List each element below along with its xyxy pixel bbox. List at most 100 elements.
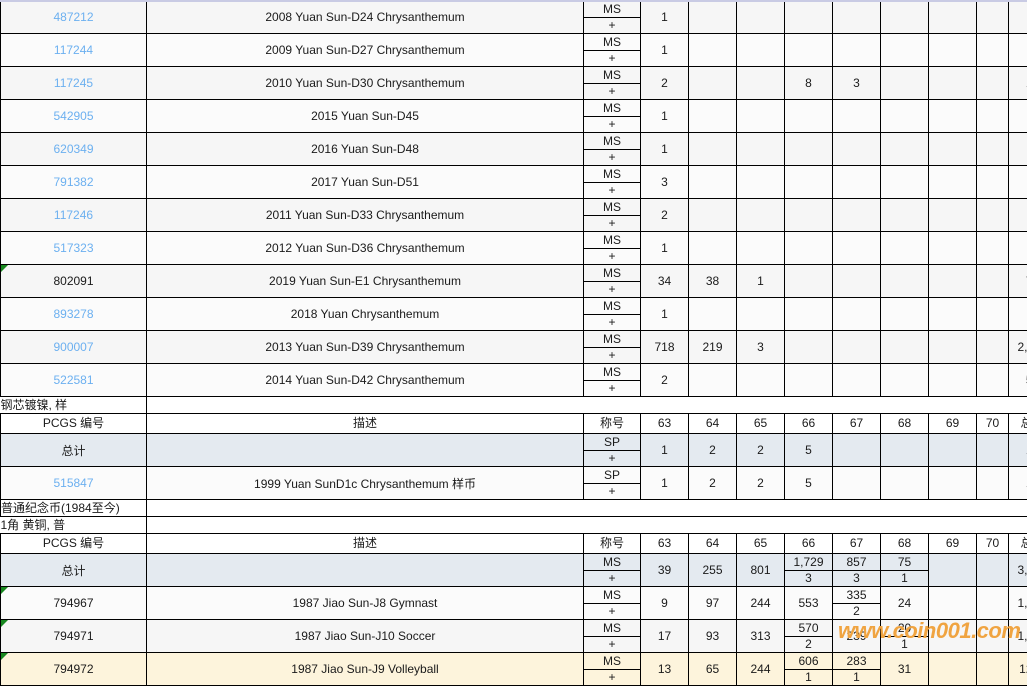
pcgs-number-link[interactable]: 515847: [53, 476, 93, 490]
grade-count-68: [881, 34, 929, 67]
description-cell: 2018 Yuan Chrysanthemum: [147, 298, 584, 331]
grade-designation-cell: MS+: [584, 364, 641, 397]
grade-label-primary: MS: [584, 68, 640, 84]
header-63: 63: [641, 534, 689, 554]
pcgs-number-cell[interactable]: 522581: [1, 364, 147, 397]
grade-count-64: [689, 133, 737, 166]
pcgs-number-cell[interactable]: 总计: [1, 434, 147, 467]
pcgs-number-link[interactable]: 522581: [53, 373, 93, 387]
header-total: 总计: [1009, 534, 1027, 554]
pcgs-number-cell[interactable]: 794967: [1, 587, 147, 620]
grade-count-65: [737, 166, 785, 199]
grade-count-63: 2: [641, 67, 689, 100]
grade-designation-cell: MS+: [584, 100, 641, 133]
pcgs-number-link[interactable]: 791382: [53, 175, 93, 189]
row-total-cell: 52: [1009, 364, 1027, 397]
row-total-cell: 13: [1009, 67, 1027, 100]
grade-count-69: [929, 467, 977, 500]
grade-count-63: 1: [641, 100, 689, 133]
pcgs-number-link[interactable]: 487212: [53, 10, 93, 24]
description-cell: 2009 Yuan Sun-D27 Chrysanthemum: [147, 34, 584, 67]
header-68: 68: [881, 414, 929, 434]
grade-count-70: [977, 67, 1009, 100]
pcgs-number-cell[interactable]: 515847: [1, 467, 147, 500]
pcgs-number-cell[interactable]: 794971: [1, 620, 147, 653]
new-flag-icon: [1, 265, 8, 272]
grade-count-68: [881, 298, 929, 331]
pcgs-number-cell[interactable]: 794972: [1, 653, 147, 686]
pcgs-number-link[interactable]: 117245: [54, 76, 93, 90]
pcgs-number-cell[interactable]: 791382: [1, 166, 147, 199]
grade-label-primary: MS: [584, 134, 640, 150]
header-66: 66: [785, 414, 833, 434]
grade-count-69: [929, 199, 977, 232]
grade-count-70: [977, 331, 1009, 364]
pcgs-number-link[interactable]: 517323: [53, 241, 93, 255]
pcgs-number-link[interactable]: 117246: [54, 208, 93, 222]
grade-count-68: [881, 100, 929, 133]
pcgs-number-cell[interactable]: 900007: [1, 331, 147, 364]
description-cell: 1999 Yuan SunD1c Chrysanthemum 样币: [147, 467, 584, 500]
description-cell: 2011 Yuan Sun-D33 Chrysanthemum: [147, 199, 584, 232]
pcgs-number-cell[interactable]: 487212: [1, 1, 147, 34]
pcgs-number-cell[interactable]: 117244: [1, 34, 147, 67]
grade-count-66: [785, 133, 833, 166]
grade-count-66: [785, 1, 833, 34]
top-page-rule: [0, 0, 1027, 2]
pcgs-number-cell[interactable]: 总计: [1, 554, 147, 587]
section-label: 1角 黄铜, 普: [1, 517, 147, 534]
pcgs-number-cell[interactable]: 893278: [1, 298, 147, 331]
grade-count-68: [881, 1, 929, 34]
pcgs-number-link[interactable]: 900007: [53, 340, 93, 354]
grade-count-64: [689, 364, 737, 397]
pcgs-number-cell[interactable]: 542905: [1, 100, 147, 133]
section-label-filler: [147, 517, 1027, 534]
new-flag-icon: [1, 587, 8, 594]
pcgs-number-cell[interactable]: 802091: [1, 265, 147, 298]
pcgs-number-link[interactable]: 620349: [53, 142, 93, 156]
pcgs-number-cell[interactable]: 620349: [1, 133, 147, 166]
grade-count-69: [929, 67, 977, 100]
grade-label-plus: +: [584, 348, 640, 363]
grade-count-70: [977, 100, 1009, 133]
pcgs-number-cell[interactable]: 117246: [1, 199, 147, 232]
section-label-row: 钢芯镀镍, 样: [1, 397, 1027, 414]
grade-count-64: [689, 199, 737, 232]
pcgs-number-link[interactable]: 117244: [54, 43, 93, 57]
grade-designation-cell: MS+: [584, 331, 641, 364]
pcgs-number-link[interactable]: 893278: [53, 307, 93, 321]
pcgs-number-text: 802091: [53, 274, 93, 288]
pcgs-number-cell[interactable]: 117245: [1, 67, 147, 100]
row-total-cell: 1245: [1009, 653, 1027, 686]
header-69: 69: [929, 534, 977, 554]
grade-count-66: [785, 364, 833, 397]
grade-count-64: 38: [689, 265, 737, 298]
grade-count-65: [737, 364, 785, 397]
grade-label-plus: +: [584, 670, 640, 685]
grade-count-66: [785, 34, 833, 67]
header-65: 65: [737, 414, 785, 434]
grade-label-plus: +: [584, 249, 640, 264]
pcgs-number-cell[interactable]: 517323: [1, 232, 147, 265]
pcgs-number-link[interactable]: 542905: [53, 109, 93, 123]
grade-count-66: [785, 331, 833, 364]
